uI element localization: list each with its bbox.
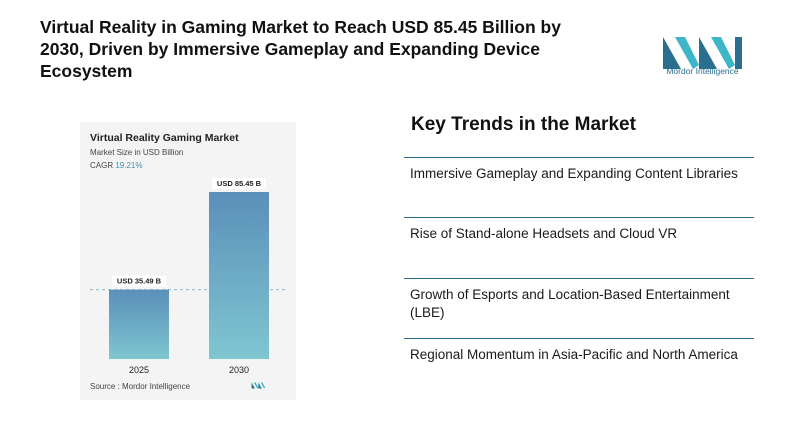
data-label: USD 85.45 B xyxy=(217,179,262,188)
cagr-value: 19.21% xyxy=(115,161,143,170)
trend-item: Rise of Stand-alone Headsets and Cloud V… xyxy=(404,217,754,243)
data-label-box xyxy=(112,275,166,287)
chart-cagr: CAGR 19.21% xyxy=(90,161,143,170)
chart-title: Virtual Reality Gaming Market xyxy=(90,132,239,144)
trend-item: Immersive Gameplay and Expanding Content… xyxy=(404,157,754,183)
chart-source: Source : Mordor Intelligence xyxy=(90,382,191,391)
headline: Virtual Reality in Gaming Market to Reac… xyxy=(40,17,561,81)
chart-subtitle: Market Size in USD Billion xyxy=(90,148,184,157)
logo-text: Mordor Intelligence xyxy=(666,66,739,76)
bar-chart: USD 35.49 B 2025 USD 85.45 B 2030 xyxy=(90,178,286,375)
x-tick-label: 2025 xyxy=(129,365,149,375)
chart-card: Virtual Reality Gaming Market Market Siz… xyxy=(80,122,296,400)
cagr-label: CAGR xyxy=(90,161,114,170)
source-logo-icon xyxy=(251,382,266,389)
x-tick-label: 2030 xyxy=(229,365,249,375)
mordor-logo-icon xyxy=(663,37,742,69)
trend-item: Regional Momentum in Asia-Pacific and No… xyxy=(404,338,754,364)
bar-2025 xyxy=(109,289,169,359)
bar-2030 xyxy=(209,192,269,359)
trends-heading: Key Trends in the Market xyxy=(411,114,636,135)
trend-item: Growth of Esports and Location-Based Ent… xyxy=(404,278,754,322)
data-label: USD 35.49 B xyxy=(117,277,162,286)
data-label-box xyxy=(212,178,266,189)
